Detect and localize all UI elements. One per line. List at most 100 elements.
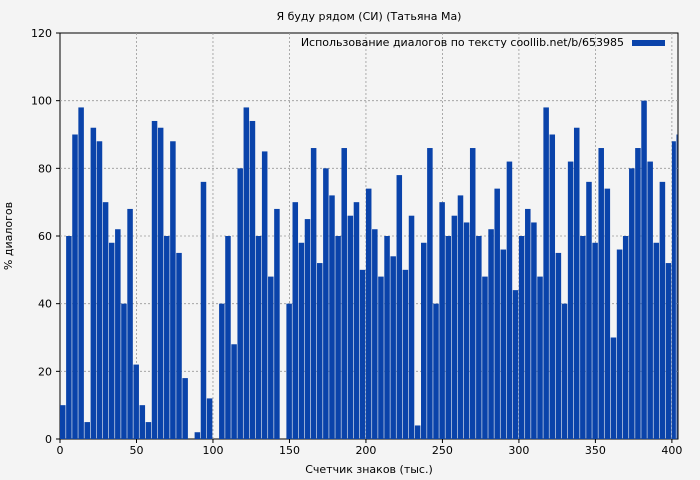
bar xyxy=(451,215,458,439)
bar xyxy=(121,303,127,439)
bar xyxy=(139,405,146,439)
x-axis-label: Счетчик знаков (тыс.) xyxy=(305,463,433,476)
bar xyxy=(671,141,676,439)
bar xyxy=(84,422,90,439)
legend: Использование диалогов по тексту coollib… xyxy=(301,36,665,49)
bar xyxy=(182,378,188,439)
bar xyxy=(427,148,433,440)
bar xyxy=(647,161,653,440)
bar xyxy=(268,276,274,439)
bar xyxy=(676,134,678,439)
bar xyxy=(531,222,537,439)
bar xyxy=(561,303,568,439)
bar xyxy=(108,242,115,439)
bar xyxy=(243,107,250,439)
bar xyxy=(408,215,415,439)
bar xyxy=(353,202,360,439)
bar xyxy=(365,188,372,439)
axis-layer: 0 50 100 150 200 250 300 350 400 0 20 40 60 80 100 120 xyxy=(31,27,682,457)
bar xyxy=(457,195,464,439)
bar xyxy=(78,107,84,439)
bar xyxy=(255,236,262,439)
bar xyxy=(580,236,586,439)
bar xyxy=(396,175,403,439)
bar xyxy=(261,151,268,439)
x-tick-label: 250 xyxy=(432,444,453,457)
bar xyxy=(476,236,482,439)
bar xyxy=(469,148,476,440)
bar xyxy=(335,236,341,439)
bar xyxy=(525,208,531,439)
x-tick-label: 350 xyxy=(585,444,606,457)
bar xyxy=(635,148,641,440)
bar xyxy=(151,120,158,439)
bar xyxy=(549,134,556,439)
bar xyxy=(66,236,72,439)
bar xyxy=(555,252,562,439)
bar xyxy=(90,127,97,439)
bar xyxy=(604,188,611,439)
bar xyxy=(372,229,378,439)
legend-label: Использование диалогов по тексту coollib… xyxy=(301,36,624,49)
bar xyxy=(170,141,176,439)
y-tick-label: 80 xyxy=(38,162,52,175)
bar xyxy=(586,181,592,439)
bar xyxy=(298,242,305,439)
bar xyxy=(72,134,78,439)
bar xyxy=(310,148,317,440)
bar xyxy=(488,229,494,439)
bar xyxy=(115,229,121,439)
bar xyxy=(641,100,647,440)
bar xyxy=(323,168,329,440)
bar xyxy=(219,303,225,439)
bar xyxy=(445,236,452,439)
bar xyxy=(316,263,323,439)
bar xyxy=(433,303,439,439)
bar xyxy=(629,168,635,440)
bar xyxy=(616,249,623,439)
bar xyxy=(133,364,139,439)
bar xyxy=(145,422,152,439)
bar xyxy=(206,398,213,439)
bar xyxy=(378,276,384,439)
x-tick-label: 100 xyxy=(202,444,223,457)
bar xyxy=(237,168,243,440)
y-axis-label: % диалогов xyxy=(2,202,15,270)
bar xyxy=(439,202,445,439)
bar xyxy=(231,344,237,439)
bar xyxy=(127,208,133,439)
bar xyxy=(659,181,666,439)
bar xyxy=(610,337,617,439)
bar xyxy=(518,236,525,439)
y-tick-label: 60 xyxy=(38,230,52,243)
x-tick-label: 400 xyxy=(661,444,682,457)
bar xyxy=(592,242,598,439)
bar xyxy=(500,249,507,439)
bar xyxy=(164,236,170,439)
bar xyxy=(102,202,109,439)
bar xyxy=(543,107,549,439)
y-tick-label: 0 xyxy=(45,433,52,446)
legend-swatch xyxy=(632,40,665,46)
y-tick-label: 20 xyxy=(38,365,52,378)
bar xyxy=(157,127,164,439)
x-tick-label: 0 xyxy=(57,444,64,457)
bar xyxy=(573,127,580,439)
bar xyxy=(622,236,629,439)
bar xyxy=(665,263,672,439)
x-tick-label: 300 xyxy=(508,444,529,457)
bar xyxy=(390,256,396,439)
bar xyxy=(359,269,366,439)
bar xyxy=(286,303,292,439)
bars-layer xyxy=(60,100,678,440)
bar xyxy=(304,219,311,439)
bar xyxy=(506,161,513,440)
x-tick-label: 200 xyxy=(355,444,376,457)
bar xyxy=(194,432,201,439)
bar xyxy=(329,195,335,439)
bar xyxy=(653,242,660,439)
bar xyxy=(96,141,103,439)
bar xyxy=(347,215,354,439)
bar xyxy=(421,242,427,439)
